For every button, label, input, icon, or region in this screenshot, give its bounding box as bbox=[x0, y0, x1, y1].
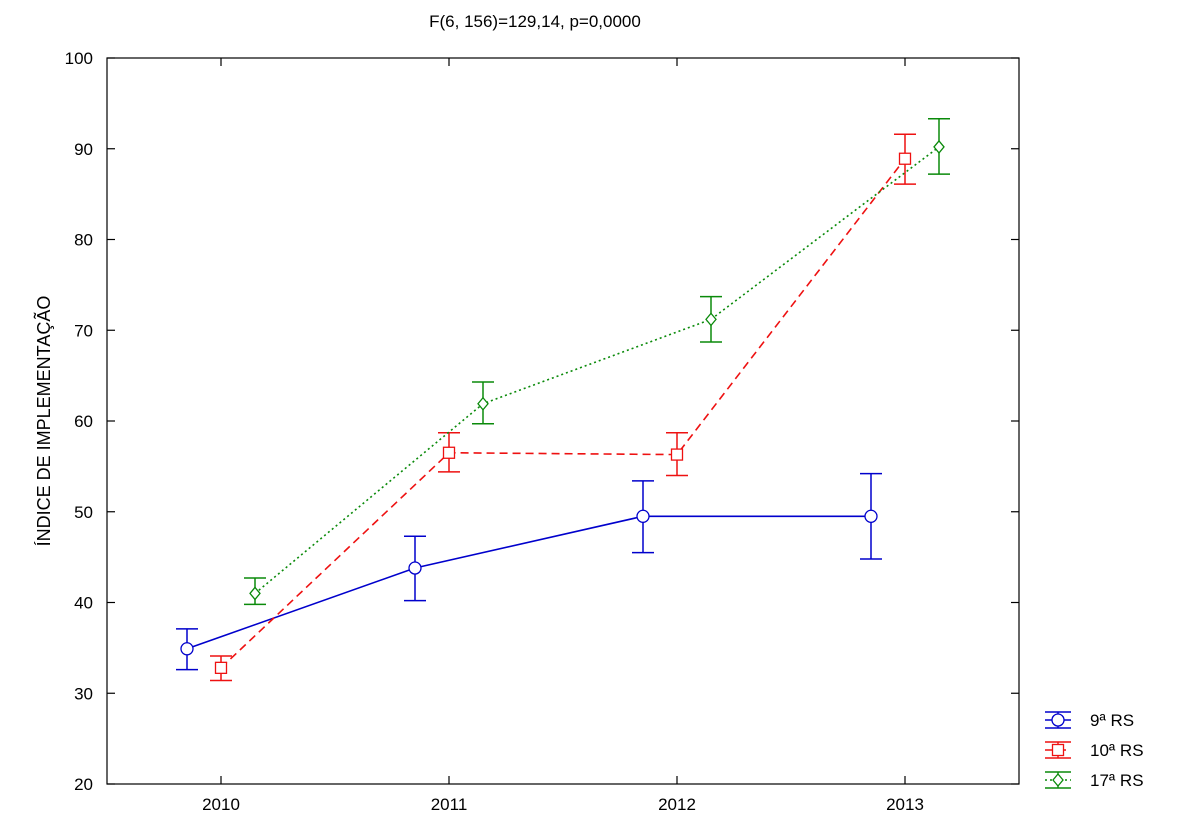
x-tick-label: 2011 bbox=[431, 795, 468, 814]
y-tick-label: 100 bbox=[65, 49, 93, 68]
x-tick-label: 2012 bbox=[658, 795, 696, 814]
data-point-marker bbox=[408, 561, 422, 575]
data-point-marker bbox=[442, 446, 456, 459]
legend-label: 9ª RS bbox=[1090, 711, 1134, 730]
y-tick-label: 90 bbox=[74, 140, 93, 159]
plot-frame bbox=[106, 57, 1020, 785]
series-line bbox=[186, 515, 871, 650]
y-tick-label: 60 bbox=[74, 412, 93, 431]
series-line bbox=[220, 158, 906, 669]
legend-label: 17ª RS bbox=[1090, 771, 1144, 790]
chart-title: F(6, 156)=129,14, p=0,0000 bbox=[429, 12, 641, 31]
series-layer bbox=[176, 118, 950, 682]
legend-marker bbox=[1052, 772, 1064, 788]
data-point-marker bbox=[933, 139, 945, 154]
y-tick-label: 50 bbox=[74, 503, 93, 522]
y-tick-label: 70 bbox=[74, 321, 93, 340]
data-point-marker bbox=[670, 448, 684, 461]
data-point-marker bbox=[898, 152, 912, 165]
data-point-marker bbox=[864, 509, 878, 523]
x-tick-label: 2010 bbox=[202, 795, 240, 814]
legend-label: 10ª RS bbox=[1090, 741, 1144, 760]
legend-item-2: 10ª RS bbox=[1045, 741, 1144, 760]
data-point-marker bbox=[705, 312, 717, 327]
legend-item-1: 9ª RS bbox=[1045, 711, 1134, 730]
data-point-marker bbox=[214, 661, 228, 674]
series-2 bbox=[210, 133, 916, 682]
y-tick-label: 30 bbox=[74, 684, 93, 703]
legend-item-3: 17ª RS bbox=[1045, 771, 1144, 790]
axis-ticks: 20 30 40 50 60 70 80 90 100 2010 2011 2012 2013 bbox=[65, 49, 1019, 814]
data-point-marker bbox=[180, 642, 194, 656]
x-tick-label: 2013 bbox=[886, 795, 924, 814]
series-1 bbox=[176, 472, 882, 671]
legend-marker bbox=[1051, 713, 1065, 727]
data-point-marker bbox=[249, 586, 261, 601]
y-tick-label: 40 bbox=[74, 594, 93, 613]
y-tick-label: 80 bbox=[74, 231, 93, 250]
series-3 bbox=[244, 118, 950, 606]
y-axis-title: ÍNDICE DE IMPLEMENTAÇÃO bbox=[33, 296, 54, 547]
legend: 9ª RS 10ª RS 17ª RS bbox=[1045, 711, 1144, 790]
data-point-marker bbox=[477, 396, 489, 411]
data-point-marker bbox=[636, 509, 650, 523]
legend-marker bbox=[1051, 743, 1065, 757]
y-tick-label: 20 bbox=[74, 775, 93, 794]
